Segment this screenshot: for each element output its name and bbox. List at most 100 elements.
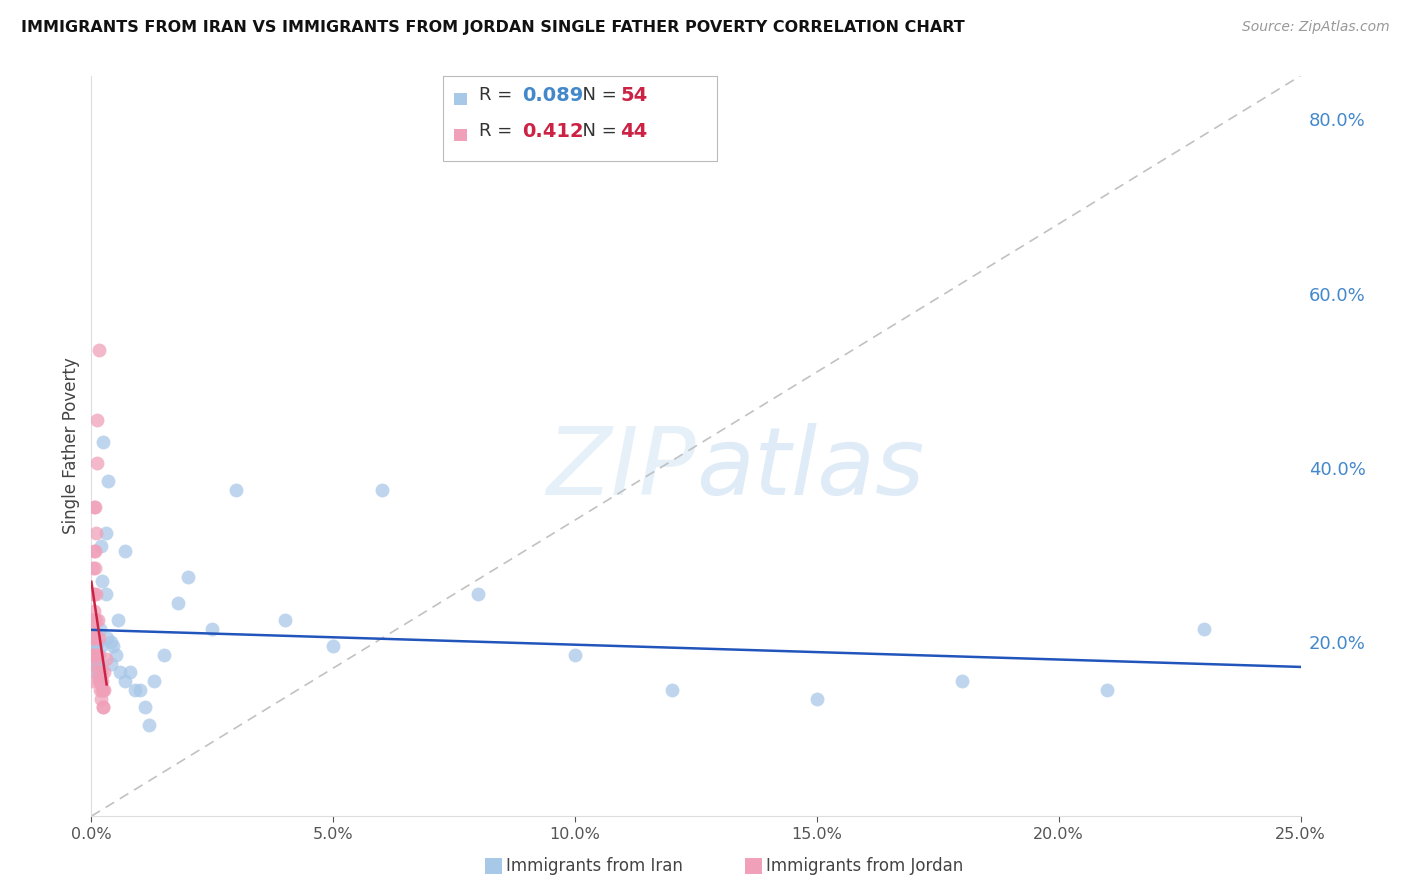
Text: 0.089: 0.089 <box>522 86 583 105</box>
Point <box>84 648 107 662</box>
Point <box>138 717 160 731</box>
Point <box>90 640 112 654</box>
Point <box>83 613 105 627</box>
Point <box>84 613 107 627</box>
Point <box>82 640 104 654</box>
Text: atlas: atlas <box>696 423 924 514</box>
Point <box>104 648 127 662</box>
Text: N =: N = <box>571 87 623 104</box>
Point <box>82 674 104 689</box>
Point <box>82 622 104 636</box>
Point <box>100 635 122 649</box>
Point <box>86 457 108 471</box>
Point <box>82 561 104 575</box>
Point <box>322 640 344 654</box>
Point <box>84 526 107 541</box>
Point <box>84 587 107 601</box>
Point <box>89 682 111 697</box>
Point <box>90 691 112 706</box>
Point <box>83 652 105 666</box>
Point <box>86 613 108 627</box>
Point <box>128 682 150 697</box>
Point <box>90 665 112 680</box>
Text: IMMIGRANTS FROM IRAN VS IMMIGRANTS FROM JORDAN SINGLE FATHER POVERTY CORRELATION: IMMIGRANTS FROM IRAN VS IMMIGRANTS FROM … <box>21 20 965 35</box>
Point <box>84 640 107 654</box>
Point <box>107 613 129 627</box>
Point <box>1192 622 1215 636</box>
Point <box>89 674 111 689</box>
Point <box>83 587 105 601</box>
Point <box>84 648 107 662</box>
Point <box>83 643 105 657</box>
Point <box>93 434 115 449</box>
Point <box>274 613 297 627</box>
Point <box>93 682 115 697</box>
Point <box>86 648 108 662</box>
Point <box>143 674 166 689</box>
Text: R =: R = <box>479 87 519 104</box>
Point <box>80 648 103 662</box>
Point <box>86 635 108 649</box>
Point <box>661 682 683 697</box>
Text: 54: 54 <box>620 86 647 105</box>
Point <box>82 648 104 662</box>
Point <box>114 674 136 689</box>
Point <box>90 539 112 553</box>
Point <box>97 474 120 488</box>
Point <box>89 661 111 675</box>
Point <box>177 569 200 583</box>
Point <box>100 657 122 671</box>
Point <box>87 648 110 662</box>
Point <box>96 631 118 645</box>
Point <box>467 587 489 601</box>
Text: ZIP: ZIP <box>547 423 696 514</box>
Point <box>80 631 103 645</box>
Point <box>86 413 108 427</box>
Point <box>94 587 117 601</box>
Point <box>80 613 103 627</box>
Point <box>370 483 392 497</box>
Point <box>84 500 107 514</box>
Point <box>114 543 136 558</box>
Text: N =: N = <box>571 122 623 140</box>
Point <box>82 587 104 601</box>
Point <box>86 661 108 675</box>
Text: 0.412: 0.412 <box>522 121 583 141</box>
Point <box>83 648 105 662</box>
Point <box>89 622 111 636</box>
Point <box>83 500 105 514</box>
Text: Immigrants from Jordan: Immigrants from Jordan <box>766 857 963 875</box>
Point <box>91 682 114 697</box>
Point <box>84 631 107 645</box>
Point <box>564 648 586 662</box>
Y-axis label: Single Father Poverty: Single Father Poverty <box>62 358 80 534</box>
Point <box>91 700 114 714</box>
Point <box>83 561 105 575</box>
Point <box>83 635 105 649</box>
Point <box>101 640 124 654</box>
Point <box>82 657 104 671</box>
Point <box>94 526 117 541</box>
Point <box>806 691 828 706</box>
Point <box>124 682 146 697</box>
Point <box>94 652 117 666</box>
Point <box>84 626 107 640</box>
Point <box>93 665 115 680</box>
Point <box>89 674 111 689</box>
Point <box>134 700 156 714</box>
Point <box>84 665 107 680</box>
Point <box>89 670 111 684</box>
Point <box>87 657 110 671</box>
Point <box>110 665 132 680</box>
Point <box>90 682 112 697</box>
Point <box>83 543 105 558</box>
Point <box>93 700 115 714</box>
Text: R =: R = <box>479 122 519 140</box>
Point <box>83 543 105 558</box>
Text: Source: ZipAtlas.com: Source: ZipAtlas.com <box>1241 20 1389 34</box>
Point <box>83 605 105 619</box>
Point <box>82 631 104 645</box>
Point <box>225 483 247 497</box>
Point <box>87 665 110 680</box>
Point <box>87 631 110 645</box>
